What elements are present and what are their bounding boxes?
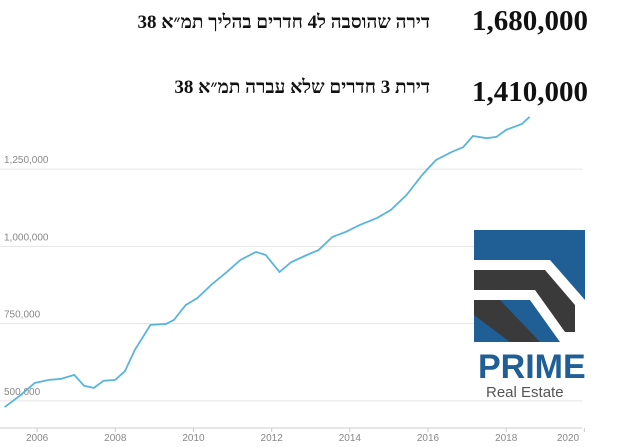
x-tick-label: 2012 <box>261 433 284 444</box>
logo-subtitle: Real Estate <box>486 384 564 401</box>
y-tick-label: 1,000,000 <box>4 232 49 243</box>
y-tick-label: 1,250,000 <box>4 155 49 166</box>
x-tick-label: 2014 <box>339 433 362 444</box>
annotation: דירה שהוסבה ל4 חדרים בהליך תמ״א 38 <box>137 12 430 33</box>
price: 1,680,000 <box>472 5 588 37</box>
logo-name: PRIME <box>478 348 586 386</box>
price: 1,410,000 <box>472 76 588 108</box>
y-tick-label: 500,000 <box>4 387 41 398</box>
x-tick-label: 2006 <box>26 433 49 444</box>
x-tick-label: 2010 <box>182 433 205 444</box>
y-tick-label: 750,000 <box>4 310 41 321</box>
x-tick-label: 2016 <box>417 433 440 444</box>
line <box>4 116 531 408</box>
x-tick-label: 2020 <box>557 433 580 444</box>
x-tick-label: 2008 <box>104 433 127 444</box>
logo-shape <box>474 270 575 332</box>
x-tick-label: 2018 <box>495 433 518 444</box>
logo-shape <box>474 300 540 342</box>
logo <box>474 230 585 342</box>
annotation: דירת 3 חדרים שלא עברה תמ״א 38 <box>174 77 430 98</box>
